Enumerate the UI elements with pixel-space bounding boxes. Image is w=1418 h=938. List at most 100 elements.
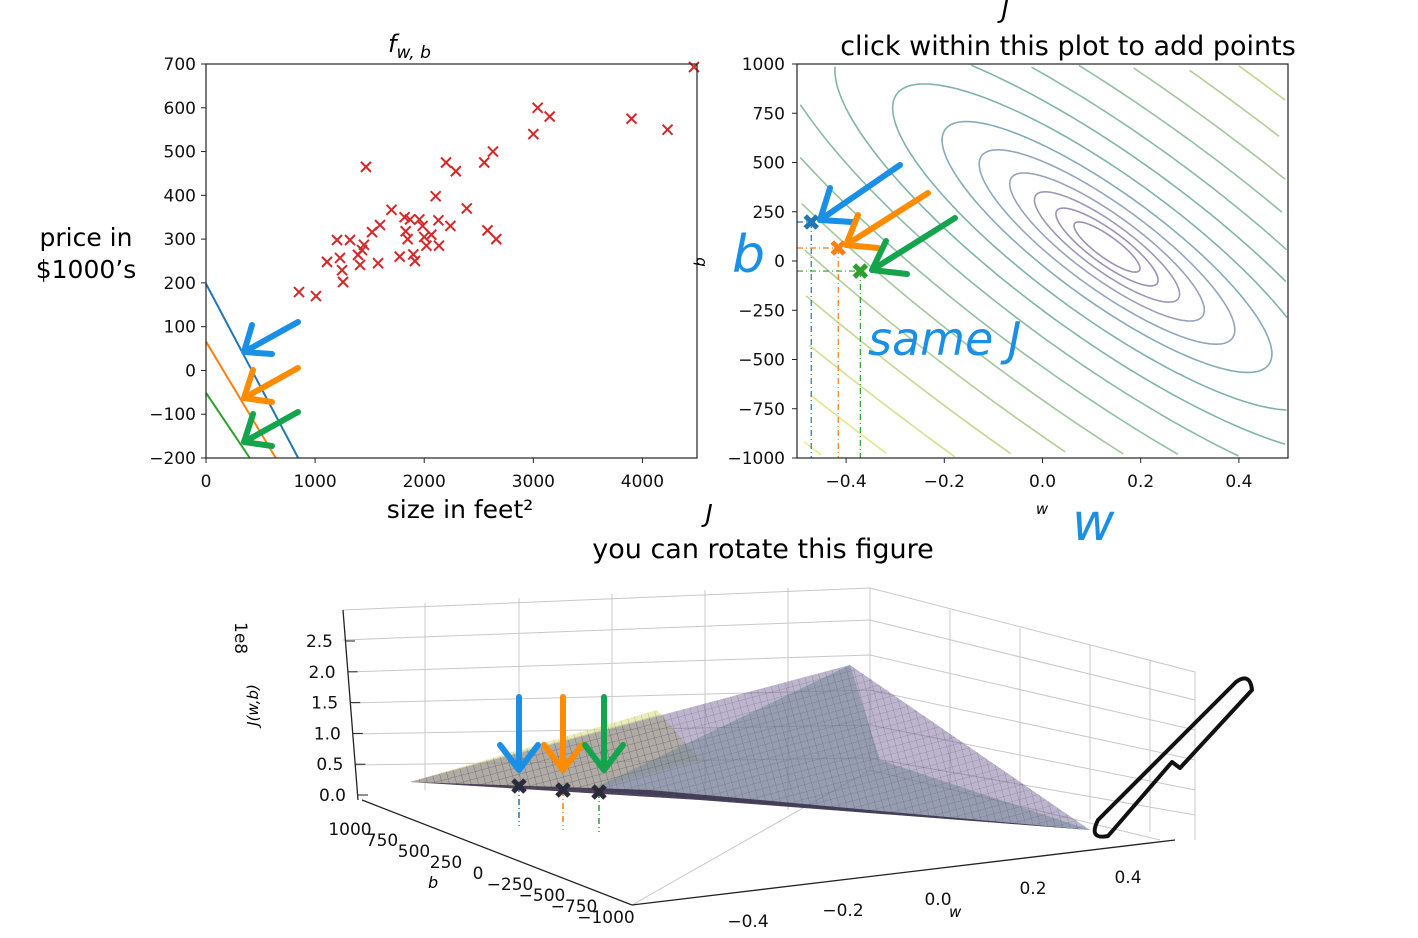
y-tick-label: −500 (738, 351, 785, 371)
contour-line (1033, 191, 1181, 303)
y-tick-label: 1000 (742, 55, 785, 75)
contour-line (1008, 172, 1206, 322)
data-point (321, 256, 333, 268)
x-tick-label: 1000 (293, 472, 336, 492)
b-tick-label: 500 (398, 842, 430, 862)
w-tick-label: 0.0 (924, 890, 951, 910)
w-tick-label: 0.4 (1114, 868, 1141, 888)
pen-cursor-icon (1092, 676, 1254, 839)
b-tick-label: −250 (487, 875, 534, 895)
y-tick-label: 400 (164, 186, 196, 206)
contour-line (803, 441, 822, 456)
model-line (205, 341, 277, 459)
y-tick-label: −250 (738, 301, 785, 321)
x-tick-label: −0.2 (924, 472, 965, 492)
w-ticks: −0.4 −0.2 0.0 0.2 0.4 (727, 868, 1141, 932)
y-tick-label: 0 (185, 361, 196, 381)
arrow-icon-green-left (241, 409, 301, 449)
y-axis-label: b (691, 257, 709, 267)
surface-point (591, 784, 607, 800)
data-point (661, 123, 674, 136)
data-point (360, 161, 372, 173)
data-point (334, 252, 346, 264)
z-ticks: 2.5 2.0 1.5 1.0 0.5 0.0 (306, 632, 368, 806)
data-point (490, 233, 502, 245)
guide-line (797, 270, 861, 458)
y-axis-label-line2: $1000’s (36, 255, 137, 284)
data-point (413, 213, 426, 226)
surface-plot[interactable]: J you can rotate this figure 2.5 2.0 1.5 1.… (230, 499, 1196, 932)
data-point (527, 128, 540, 140)
surface-title: you can rotate this figure (592, 534, 933, 565)
arrow-icon-orange-left (241, 365, 301, 405)
b-tick-label: 250 (430, 853, 462, 873)
data-point (293, 286, 305, 298)
data-point (393, 250, 406, 263)
data-point (416, 220, 429, 232)
contour-line (834, 64, 1287, 445)
contour-line (1073, 221, 1141, 273)
data-point (354, 259, 366, 271)
data-point (440, 156, 452, 169)
x-tick-label: 3000 (512, 472, 555, 492)
data-point (461, 202, 473, 215)
x-axis-label: size in feet² (387, 495, 534, 524)
surface (410, 665, 1090, 830)
z-tick-label: 0.5 (316, 755, 343, 775)
arrow-icon-blue-right (817, 162, 903, 225)
contour-plot[interactable]: J click within this plot to add points −… (691, 0, 1296, 518)
y-tick-label: −1000 (727, 449, 785, 469)
data-point (358, 239, 370, 251)
x-ticks: −0.4 −0.2 0.0 0.2 0.4 (825, 458, 1252, 492)
contour-line (941, 120, 1273, 374)
y-tick-label: −750 (738, 400, 785, 420)
data-point (407, 248, 420, 261)
b-tick-label: −500 (519, 886, 566, 906)
guide-line (797, 247, 839, 458)
surface-points (511, 778, 607, 832)
x-tick-label: −0.4 (825, 472, 866, 492)
z-axis-label: J(w,b) (244, 684, 262, 729)
data-point (478, 156, 490, 169)
w-tick-label: 0.2 (1019, 879, 1046, 899)
data-point (425, 229, 438, 241)
scatter-title: fw, b (388, 30, 431, 63)
contour-title-j: J (996, 0, 1008, 24)
b-axis-label: b (428, 873, 438, 892)
z-tick-label: 2.0 (309, 663, 336, 683)
selected-point (830, 240, 847, 256)
x-tick-label: 0.4 (1225, 472, 1252, 492)
data-point (420, 239, 433, 252)
arrow-icon-blue-left (241, 319, 301, 357)
y-axis-label-line1: price in (40, 223, 133, 252)
scatter-axes-frame (205, 63, 698, 459)
data-point (337, 276, 349, 288)
y-ticks: 1000 750 500 250 0 −250 −500 −750 −1000 (727, 55, 797, 469)
arrow-icon-orange-right (843, 190, 931, 251)
selected-point (803, 214, 820, 230)
b-tick-label: 750 (366, 831, 398, 851)
contour-line (1055, 207, 1159, 287)
w-tick-label: −0.2 (822, 901, 863, 921)
data-point (418, 231, 430, 243)
selected-point (852, 263, 869, 279)
data-point (385, 204, 398, 216)
y-tick-label: 600 (164, 99, 196, 119)
b-tick-label: −1000 (577, 908, 635, 928)
y-tick-label: 750 (753, 104, 785, 124)
y-tick-label: 300 (164, 230, 196, 250)
contour-line (799, 66, 1288, 457)
data-point (374, 219, 386, 231)
data-point (432, 214, 445, 226)
data-point (481, 224, 494, 237)
b-tick-label: 0 (473, 864, 484, 884)
annotation-same-j: same J (868, 312, 1021, 366)
w-tick-label: −0.4 (727, 912, 768, 932)
contour-line (808, 344, 956, 458)
selected-points (797, 214, 869, 458)
x-ticks: 0 1000 2000 3000 4000 (201, 458, 664, 492)
surface-title-j: J (700, 499, 712, 528)
